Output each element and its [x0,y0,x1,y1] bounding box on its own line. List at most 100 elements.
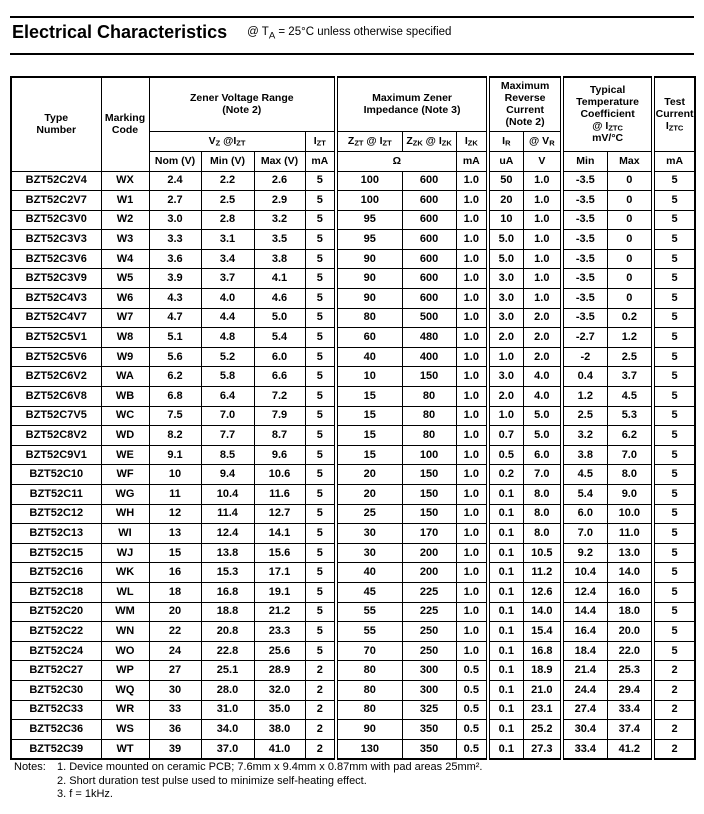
unit-header-izk-ma: mA [455,150,489,172]
table-row: BZT52C18 WL 18 16.8 19.1 5 45 225 1.0 0.1 12.6 12.4… [10,581,696,603]
vz-min-cell: 4.8 [200,327,255,348]
tc-min-cell: -3.5 [560,248,608,270]
vz-min-cell: 5.2 [200,346,255,368]
test-current-cell: 5 [651,464,696,485]
table-row: BZT52C3V3 W3 3.3 3.1 3.5 5 95 600 1.0 5.0 1.0 -3.5 0… [10,229,696,250]
vz-nom-cell: 9.1 [148,444,202,466]
vz-min-cell: 3.7 [200,268,255,290]
izt-cell: 5 [304,248,337,270]
izk-cell: 1.0 [455,444,489,466]
test-current-cell: 5 [651,229,696,250]
tc-min-cell: -3.5 [560,268,608,290]
test-current-cell: 5 [651,190,696,211]
zzt-cell: 80 [334,660,403,681]
vz-nom-cell: 3.9 [148,268,202,290]
vz-nom-cell: 39 [148,738,202,760]
col-header-izt: IZT [304,130,337,152]
notes: Notes: 1. Device mounted on ceramic PCB;… [14,761,483,802]
vz-max-cell: 3.2 [253,209,306,231]
vz-min-cell: 2.5 [200,190,255,211]
ir-cell: 0.5 [486,444,524,466]
tc-min-cell: -3.5 [560,229,608,250]
vz-min-cell: 13.8 [200,542,255,564]
vz-max-cell: 19.1 [253,581,306,603]
table-row: BZT52C4V3 W6 4.3 4.0 4.6 5 90 600 1.0 3.0 1.0 -3.5 0… [10,288,696,309]
zzt-cell: 70 [334,640,403,662]
vz-min-cell: 34.0 [200,719,255,740]
zzk-cell: 200 [401,562,457,583]
tc-min-cell: 27.4 [560,699,608,721]
test-current-cell: 5 [651,601,696,623]
vz-nom-cell: 33 [148,699,202,721]
izk-cell: 1.0 [455,425,489,446]
vz-max-cell: 2.9 [253,190,306,211]
izk-cell: 1.0 [455,405,489,427]
zzt-cell: 60 [334,327,403,348]
zzk-cell: 150 [401,464,457,485]
marking-code-cell: W6 [100,288,150,309]
vr-cell: 8.0 [522,503,563,525]
ir-cell: 20 [486,190,524,211]
test-current-cell: 5 [651,346,696,368]
izk-cell: 1.0 [455,386,489,407]
tc-max-cell: 29.4 [606,679,654,701]
vz-nom-cell: 2.4 [148,170,202,192]
vz-max-cell: 38.0 [253,719,306,740]
type-number-cell: BZT52C15 [10,542,102,564]
type-number-cell: BZT52C6V8 [10,386,102,407]
marking-code-cell: WT [100,738,150,760]
group-header-max-reverse-current: Maximum Reverse Current (Note 2) [486,76,563,132]
izk-cell: 0.5 [455,738,489,760]
marking-code-cell: WI [100,523,150,544]
type-number-cell: BZT52C22 [10,621,102,642]
test-current-cell: 5 [651,444,696,466]
vr-cell: 1.0 [522,288,563,309]
vr-cell: 4.0 [522,386,563,407]
zzt-cell: 130 [334,738,403,760]
ir-cell: 5.0 [486,229,524,250]
vz-nom-cell: 3.3 [148,229,202,250]
tc-max-cell: 3.7 [606,366,654,388]
vz-min-cell: 25.1 [200,660,255,681]
type-number-cell: BZT52C3V9 [10,268,102,290]
vz-nom-cell: 27 [148,660,202,681]
vz-max-cell: 41.0 [253,738,306,760]
zzk-cell: 300 [401,679,457,701]
vz-max-cell: 25.6 [253,640,306,662]
table-row: BZT52C11 WG 11 10.4 11.6 5 20 150 1.0 0.1 8.0 5.4 9.… [10,484,696,505]
zzk-cell: 600 [401,229,457,250]
izt-cell: 5 [304,640,337,662]
izt-cell: 5 [304,484,337,505]
table-row: BZT52C7V5 WC 7.5 7.0 7.9 5 15 80 1.0 1.0 5.0 2.5 5.3… [10,405,696,427]
tc-min-cell: 7.0 [560,523,608,544]
tc-min-cell: 30.4 [560,719,608,740]
izk-cell: 1.0 [455,464,489,485]
zzt-cell: 40 [334,346,403,368]
zzk-cell: 500 [401,307,457,329]
ir-cell: 0.1 [486,699,524,721]
zzt-cell: 90 [334,268,403,290]
vr-cell: 18.9 [522,660,563,681]
header-row-symbols: VZ @IZT IZT ZZT @ IZT ZZK @ IZK IZK IR @… [11,130,695,152]
vr-cell: 23.1 [522,699,563,721]
marking-code-cell: W8 [100,327,150,348]
zzt-cell: 30 [334,542,403,564]
tc-min-cell: 12.4 [560,581,608,603]
vz-nom-cell: 18 [148,581,202,603]
vz-nom-cell: 6.2 [148,366,202,388]
tc-max-cell: 10.0 [606,503,654,525]
marking-code-cell: W5 [100,268,150,290]
group-header-zener-voltage-range: Zener Voltage Range (Note 2) [148,76,337,132]
tc-max-cell: 6.2 [606,425,654,446]
vz-min-cell: 20.8 [200,621,255,642]
vz-max-cell: 35.0 [253,699,306,721]
table-row: BZT52C6V2 WA 6.2 5.8 6.6 5 10 150 1.0 3.0 4.0 0.4 3.… [10,366,696,388]
ir-cell: 2.0 [486,386,524,407]
vz-nom-cell: 11 [148,484,202,505]
ir-cell: 0.1 [486,601,524,623]
zzk-cell: 600 [401,248,457,270]
vr-cell: 21.0 [522,679,563,701]
izt-cell: 2 [304,679,337,701]
test-current-cell: 5 [651,170,696,192]
izt-cell: 5 [304,190,337,211]
